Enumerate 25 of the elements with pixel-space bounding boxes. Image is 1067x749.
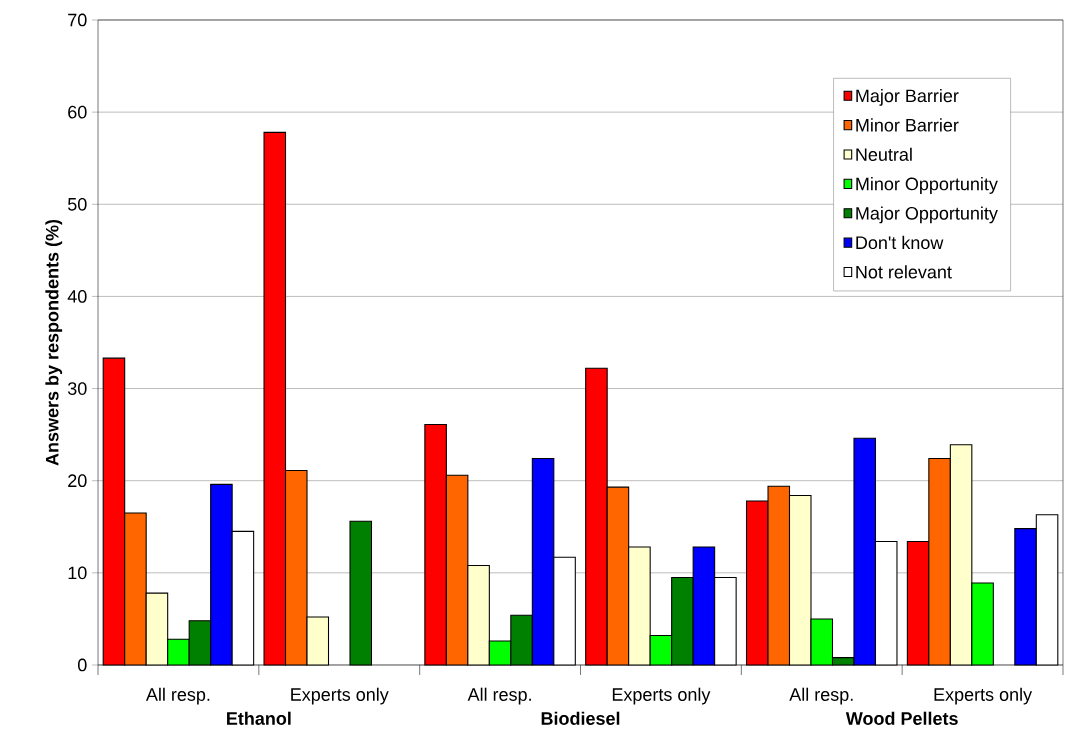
- x-tick-label: All resp.: [145, 687, 210, 705]
- y-tick-label: 50: [67, 197, 87, 211]
- legend-label: Neutral: [856, 147, 912, 161]
- x-tick-label: Experts only: [612, 687, 711, 705]
- text: Ethanol: [227, 711, 291, 725]
- legend-label: Not relevant: [856, 265, 952, 279]
- y-axis-title: Answers by respondents (%): [45, 219, 63, 466]
- y-tick-label: 70: [68, 13, 87, 27]
- legend-label: Major Barrier: [856, 88, 959, 106]
- legend-label: Minor Opportunity: [856, 177, 998, 194]
- y-tick-label: 40: [67, 290, 87, 303]
- legend-label: Don't know: [856, 235, 944, 250]
- y-tick-label: 30: [67, 382, 87, 395]
- x-tick-label: All resp.: [467, 687, 531, 705]
- legend-label: Major Opportunity: [856, 206, 998, 224]
- y-tick-label: 60: [68, 105, 87, 119]
- x-tick-label: Experts only: [934, 687, 1033, 705]
- legend-label: Minor Barrier: [856, 118, 959, 132]
- text: Wood Pellets: [845, 711, 958, 725]
- y-tick-label: 0: [78, 658, 87, 672]
- y-tick-label: 20: [68, 474, 87, 488]
- x-tick-label: Experts only: [291, 687, 389, 705]
- text: Biodiesel: [541, 711, 620, 725]
- y-tick-label: 10: [68, 566, 87, 580]
- x-tick-label: All resp.: [789, 687, 853, 705]
